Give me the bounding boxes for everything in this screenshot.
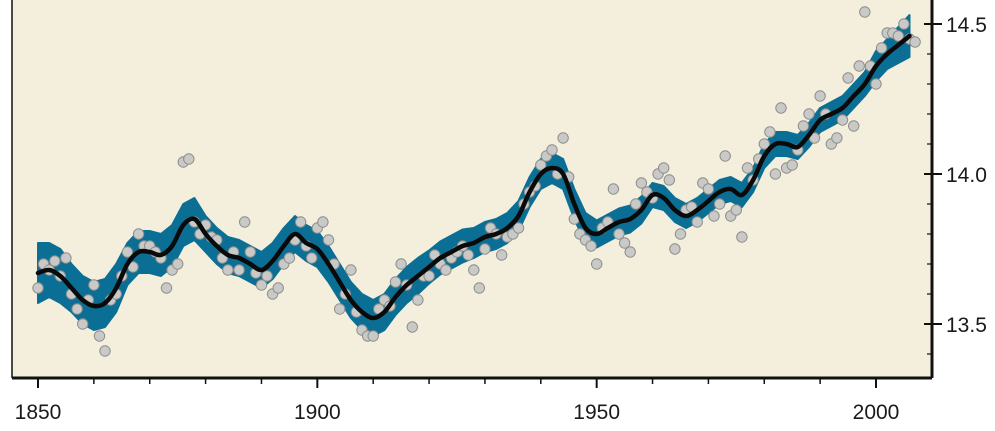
data-point [585, 240, 597, 252]
data-point [468, 264, 480, 276]
y-tick-label: 14.5 [946, 14, 987, 37]
data-point [853, 60, 865, 72]
data-point [183, 153, 195, 165]
y-tick-label: 13.5 [946, 314, 987, 337]
data-point [272, 282, 284, 294]
data-point [674, 228, 687, 240]
data-point [261, 270, 273, 282]
data-point [836, 114, 849, 126]
data-point [797, 120, 810, 132]
data-point [730, 204, 742, 216]
data-point [624, 246, 636, 258]
data-point [172, 258, 184, 270]
data-point [345, 264, 357, 276]
data-point [440, 264, 452, 276]
data-point [367, 330, 379, 342]
data-point [93, 330, 106, 342]
data-point [423, 270, 435, 282]
data-point [255, 279, 268, 291]
data-point [814, 90, 826, 102]
data-point [859, 6, 871, 18]
data-point [334, 303, 346, 315]
data-point [618, 237, 631, 249]
data-point [713, 198, 726, 210]
data-point [60, 252, 72, 264]
data-point [842, 72, 854, 84]
data-point [898, 18, 910, 30]
y-axis-ticks: 13.5 14.0 14.5 [924, 14, 987, 355]
data-point [607, 183, 620, 195]
smoothed-temperature-line [35, 33, 912, 321]
data-point [663, 174, 675, 186]
data-point [741, 162, 754, 174]
data-point [121, 246, 134, 258]
data-point [702, 183, 715, 195]
data-point [283, 252, 296, 264]
data-point [535, 159, 547, 171]
data-point [635, 177, 648, 189]
data-point [99, 345, 111, 357]
data-point [88, 279, 100, 291]
data-point [160, 282, 173, 294]
data-point [764, 126, 776, 138]
data-point [613, 228, 625, 240]
uncertainty-band [37, 14, 911, 337]
data-point [909, 36, 921, 48]
data-point [708, 210, 720, 222]
data-point [239, 216, 251, 228]
data-point [322, 234, 335, 246]
data-point [317, 216, 329, 228]
data-point [479, 243, 491, 255]
data-point [658, 162, 670, 174]
data-point [831, 132, 843, 144]
data-point [71, 303, 83, 315]
data-point [630, 198, 642, 210]
x-tick-label: 1950 [573, 401, 620, 424]
data-point [306, 252, 318, 264]
data-point [512, 222, 525, 234]
data-point [591, 258, 603, 270]
data-point [875, 42, 888, 54]
data-point [395, 258, 407, 270]
data-point [870, 78, 882, 90]
x-tick-label: 1850 [15, 401, 62, 424]
data-point [389, 276, 402, 288]
data-point [32, 282, 44, 294]
data-point [892, 30, 904, 42]
plot-background [12, 0, 932, 378]
data-point [294, 216, 307, 228]
data-point [462, 249, 474, 261]
data-point [691, 216, 703, 228]
data-point [758, 138, 770, 150]
data-point [473, 282, 485, 294]
data-point [49, 255, 61, 267]
data-point [719, 150, 731, 162]
smoothed-line-layer [35, 33, 912, 321]
data-point [557, 132, 569, 144]
data-point [233, 264, 245, 276]
data-point [132, 228, 145, 240]
data-point [496, 249, 508, 261]
data-point [406, 321, 418, 333]
data-point [77, 318, 89, 330]
data-point [669, 243, 681, 255]
data-point [803, 108, 815, 120]
data-point [546, 144, 558, 156]
data-point [848, 120, 860, 132]
x-axis-ticks: 1850 1900 1950 2000 [15, 378, 900, 424]
data-point [786, 159, 798, 171]
data-point [412, 294, 424, 306]
data-point [222, 264, 234, 276]
uncertainty-band-layer [37, 14, 911, 337]
data-point [775, 102, 787, 114]
data-point [769, 168, 782, 180]
x-tick-label: 2000 [853, 401, 900, 424]
annual-points-layer [32, 6, 921, 357]
data-point [736, 231, 748, 243]
x-tick-label: 1900 [294, 401, 341, 424]
data-point [244, 246, 257, 258]
y-tick-label: 14.0 [946, 164, 987, 187]
